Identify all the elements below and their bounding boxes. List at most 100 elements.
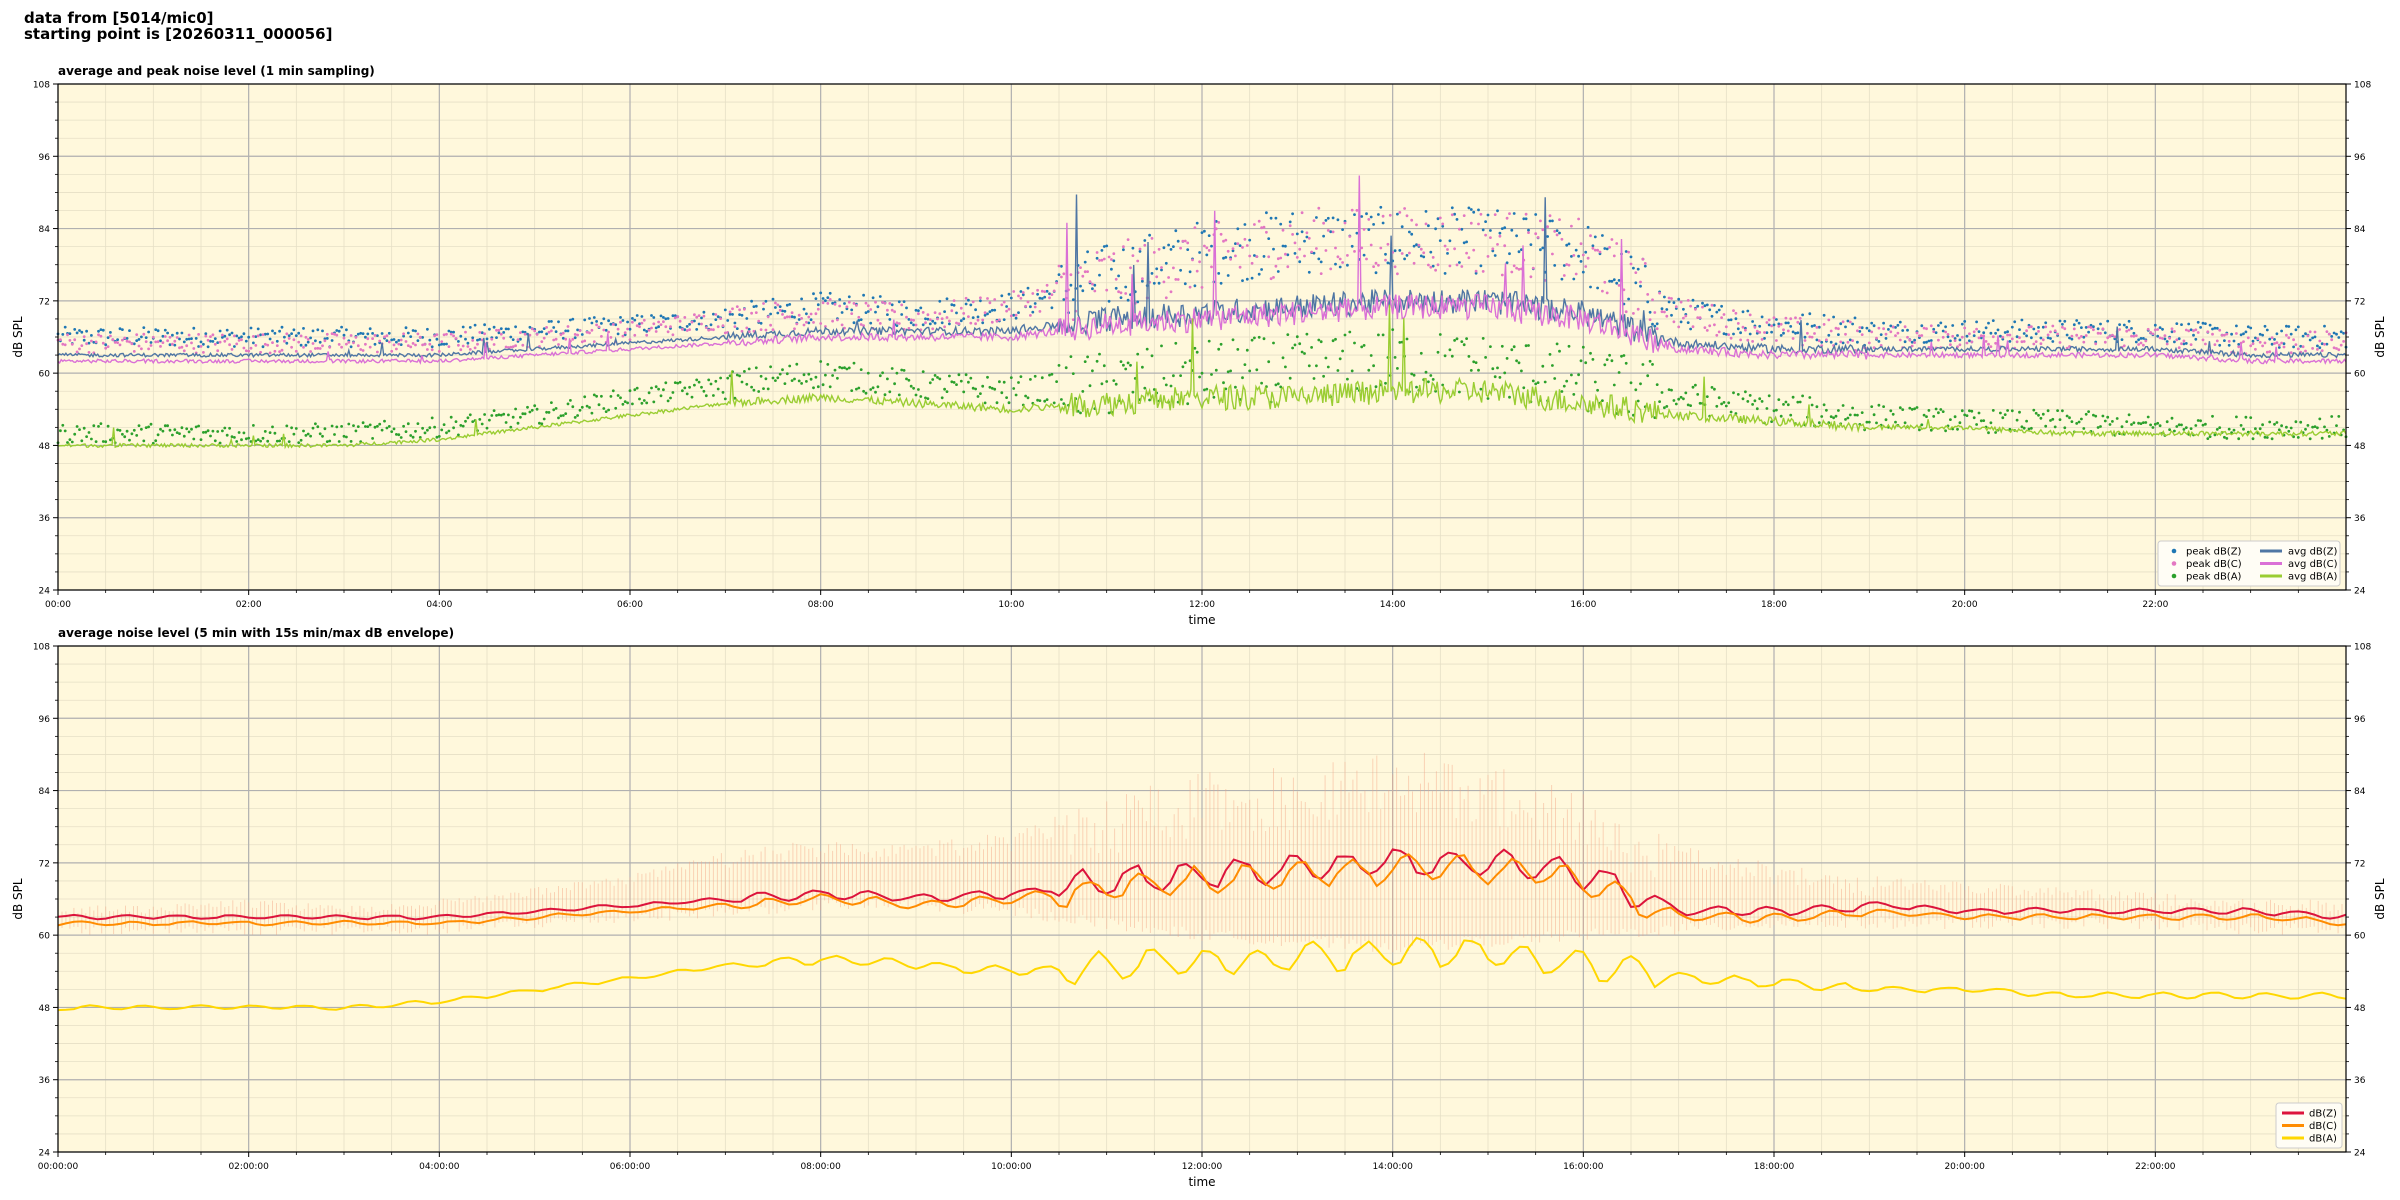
scatter-point xyxy=(147,330,151,334)
scatter-point xyxy=(721,324,725,328)
scatter-point xyxy=(366,337,370,341)
legend-label: dB(A) xyxy=(2309,1134,2337,1145)
scatter-point xyxy=(802,373,806,377)
scatter-point xyxy=(1360,345,1364,349)
scatter-point xyxy=(328,439,332,443)
scatter-point xyxy=(485,337,489,341)
scatter-point xyxy=(890,367,894,370)
scatter-point xyxy=(385,339,389,342)
scatter-point xyxy=(816,303,820,307)
scatter-point xyxy=(1469,221,1473,225)
scatter-point xyxy=(712,394,715,397)
y-tick-label-left: 96 xyxy=(39,715,51,725)
scatter-point xyxy=(845,305,849,309)
scatter-point xyxy=(2239,424,2243,427)
scatter-point xyxy=(976,395,980,398)
y-tick-label-right: 84 xyxy=(2354,225,2366,235)
scatter-point xyxy=(1856,329,1859,333)
scatter-point xyxy=(609,336,613,339)
scatter-point xyxy=(2249,344,2253,348)
scatter-point xyxy=(78,347,81,351)
scatter-point xyxy=(1720,316,1723,319)
scatter-point xyxy=(278,350,281,353)
scatter-point xyxy=(1841,341,1845,345)
scatter-point xyxy=(2273,338,2276,341)
scatter-point xyxy=(1305,332,1309,336)
scatter-point xyxy=(1646,374,1650,378)
scatter-point xyxy=(1500,227,1504,231)
scatter-point xyxy=(2301,345,2305,349)
scatter-point xyxy=(1848,320,1852,324)
scatter-point xyxy=(1374,261,1378,265)
scatter-point xyxy=(1748,313,1752,317)
scatter-point xyxy=(1927,339,1931,343)
scatter-point xyxy=(576,414,579,417)
scatter-point xyxy=(1040,289,1044,293)
scatter-point xyxy=(97,329,100,333)
x-tick-label: 10:00:00 xyxy=(991,1162,1032,1172)
scatter-point xyxy=(383,419,386,423)
scatter-point xyxy=(554,337,558,341)
scatter-point xyxy=(218,329,222,333)
scatter-point xyxy=(1319,272,1323,275)
scatter-point xyxy=(673,316,677,320)
scatter-point xyxy=(2318,417,2322,421)
scatter-point xyxy=(1810,324,1814,328)
scatter-point xyxy=(2137,421,2141,425)
scatter-point xyxy=(1379,246,1383,250)
scatter-point xyxy=(221,333,224,337)
scatter-point xyxy=(1577,373,1580,377)
scatter-point xyxy=(1708,324,1712,328)
scatter-point xyxy=(676,315,680,318)
scatter-point xyxy=(1634,388,1638,392)
y-tick-label-right: 96 xyxy=(2354,153,2366,163)
scatter-point xyxy=(283,335,286,339)
scatter-point xyxy=(2056,409,2060,412)
scatter-point xyxy=(233,345,236,348)
x-tick-label: 02:00:00 xyxy=(228,1162,269,1172)
scatter-point xyxy=(2034,411,2038,415)
scatter-point xyxy=(2061,325,2064,329)
scatter-point xyxy=(2242,427,2245,431)
scatter-point xyxy=(619,320,622,324)
scatter-point xyxy=(1250,338,1254,342)
scatter-point xyxy=(1975,423,1978,426)
scatter-point xyxy=(1791,330,1795,334)
scatter-point xyxy=(1491,367,1495,371)
scatter-point xyxy=(921,323,925,327)
scatter-point xyxy=(2215,326,2219,330)
scatter-point xyxy=(473,346,477,350)
scatter-point xyxy=(2225,332,2229,336)
scatter-point xyxy=(449,330,453,334)
scatter-point xyxy=(1674,402,1678,406)
scatter-point xyxy=(602,407,606,410)
scatter-point xyxy=(1770,324,1773,328)
scatter-point xyxy=(2130,327,2133,330)
line-series-avgdbc xyxy=(57,175,2347,365)
scatter-point xyxy=(149,344,153,347)
scatter-point xyxy=(314,347,317,350)
scatter-point xyxy=(750,311,753,315)
scatter-point xyxy=(2265,436,2269,439)
scatter-point xyxy=(361,332,365,335)
scatter-point xyxy=(631,402,634,406)
scatter-point xyxy=(404,430,408,433)
scatter-point xyxy=(1129,266,1132,270)
scatter-point xyxy=(2053,329,2057,333)
scatter-point xyxy=(1136,300,1140,304)
scatter-point xyxy=(1796,400,1800,404)
scatter-point xyxy=(1207,339,1211,343)
scatter-point xyxy=(1353,213,1356,217)
scatter-point xyxy=(121,338,124,342)
scatter-point xyxy=(1956,334,1959,337)
scatter-series-peakdbz xyxy=(56,205,2348,350)
scatter-point xyxy=(1796,320,1800,324)
scatter-point xyxy=(709,328,713,331)
scatter-point xyxy=(1100,258,1104,262)
scatter-point xyxy=(1164,383,1168,387)
scatter-point xyxy=(2070,337,2074,341)
scatter-point xyxy=(1682,316,1685,320)
scatter-point xyxy=(1624,310,1628,314)
scatter-point xyxy=(2168,336,2172,340)
